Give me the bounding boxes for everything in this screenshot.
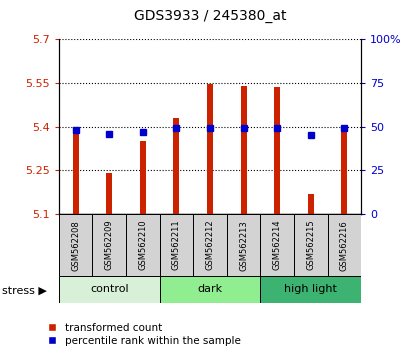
Text: GSM562209: GSM562209 bbox=[105, 220, 114, 270]
Bar bbox=[260, 276, 361, 303]
Text: stress ▶: stress ▶ bbox=[2, 286, 47, 296]
Bar bbox=[207, 84, 213, 214]
Text: GSM562208: GSM562208 bbox=[71, 220, 80, 270]
Text: high light: high light bbox=[284, 284, 337, 295]
Bar bbox=[92, 214, 126, 276]
Bar bbox=[140, 141, 146, 214]
Bar bbox=[274, 87, 280, 214]
Bar bbox=[227, 214, 260, 276]
Bar bbox=[294, 214, 328, 276]
Bar bbox=[73, 130, 79, 214]
Bar bbox=[106, 173, 112, 214]
Bar bbox=[126, 214, 160, 276]
Legend: transformed count, percentile rank within the sample: transformed count, percentile rank withi… bbox=[47, 322, 242, 347]
Bar bbox=[241, 86, 247, 214]
Bar bbox=[160, 214, 193, 276]
Text: GSM562212: GSM562212 bbox=[205, 220, 215, 270]
Bar bbox=[59, 214, 92, 276]
Bar bbox=[341, 130, 347, 214]
Text: GSM562215: GSM562215 bbox=[306, 220, 315, 270]
Text: GSM562213: GSM562213 bbox=[239, 220, 248, 270]
Bar bbox=[173, 118, 179, 214]
Text: GSM562210: GSM562210 bbox=[138, 220, 147, 270]
Text: GSM562214: GSM562214 bbox=[273, 220, 282, 270]
Bar bbox=[59, 276, 160, 303]
Text: GSM562211: GSM562211 bbox=[172, 220, 181, 270]
Text: control: control bbox=[90, 284, 129, 295]
Text: GDS3933 / 245380_at: GDS3933 / 245380_at bbox=[134, 9, 286, 23]
Bar bbox=[260, 214, 294, 276]
Text: dark: dark bbox=[197, 284, 223, 295]
Bar bbox=[160, 276, 260, 303]
Text: GSM562216: GSM562216 bbox=[340, 220, 349, 270]
Bar bbox=[193, 214, 227, 276]
Bar bbox=[308, 194, 314, 214]
Bar bbox=[328, 214, 361, 276]
